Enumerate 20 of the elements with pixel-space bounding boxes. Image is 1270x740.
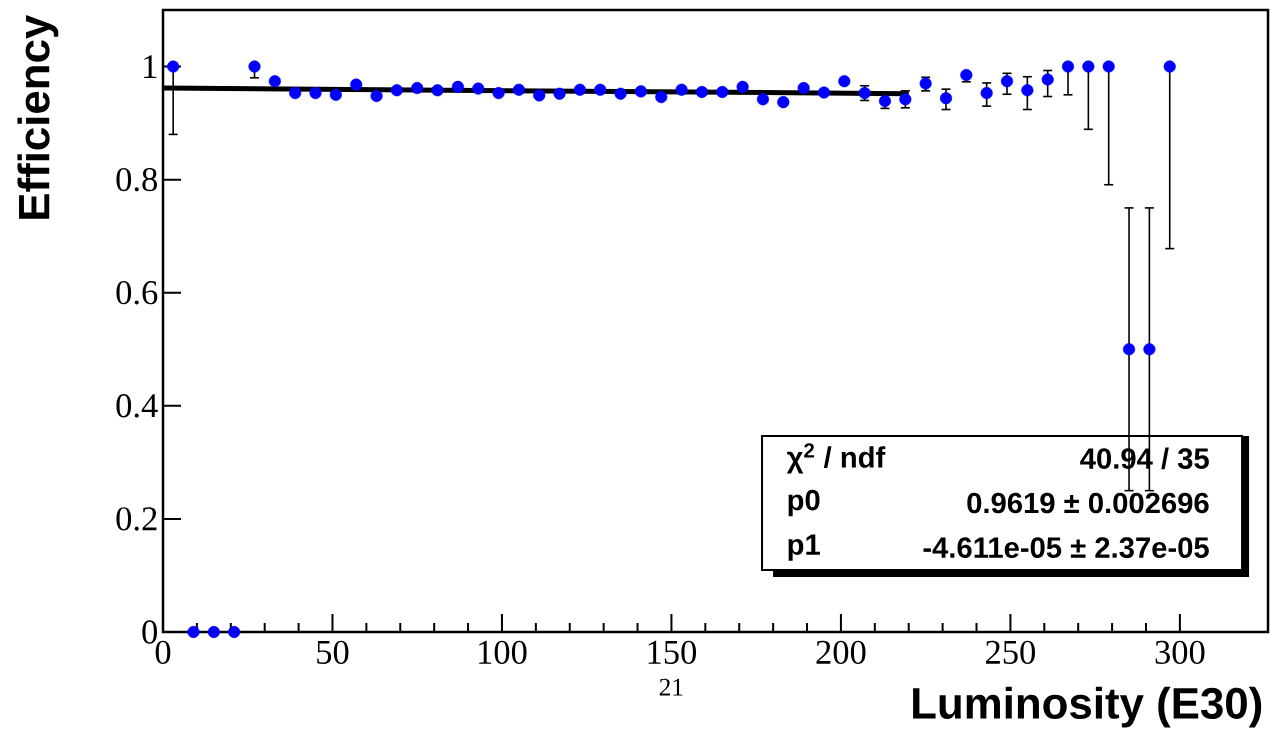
x-tick-label: 250 — [986, 640, 1035, 664]
x-tick-label: 150 — [648, 640, 697, 664]
y-tick-label: 0 — [142, 620, 157, 644]
annotation: -4.611e-05 ± 2.37e-05 — [923, 537, 1209, 559]
x-axis-title: Luminosity (E30) — [913, 686, 1262, 728]
x-tick-label: 300 — [1155, 640, 1205, 664]
text: 21 — [659, 678, 683, 696]
y-tick-label: 0.8 — [116, 167, 157, 192]
x-tick-label: 50 — [317, 640, 349, 664]
y-tick-label: 0.2 — [116, 507, 157, 531]
annotation: p0 — [788, 489, 820, 517]
y-tick-label: 1 — [144, 55, 157, 78]
y-tick-label: 0.4 — [116, 394, 158, 418]
y-axis-title: Efficiency — [17, 14, 59, 219]
annotation: 0.9619 ± 0.002696 — [967, 492, 1209, 514]
x-tick-label: 200 — [816, 640, 866, 664]
annotation: χ$^{2}$ / ndf — [786, 443, 886, 474]
x-tick-label: 100 — [479, 640, 527, 664]
annotation: p1 — [788, 534, 820, 561]
y-tick-label: 0.6 — [116, 280, 158, 305]
